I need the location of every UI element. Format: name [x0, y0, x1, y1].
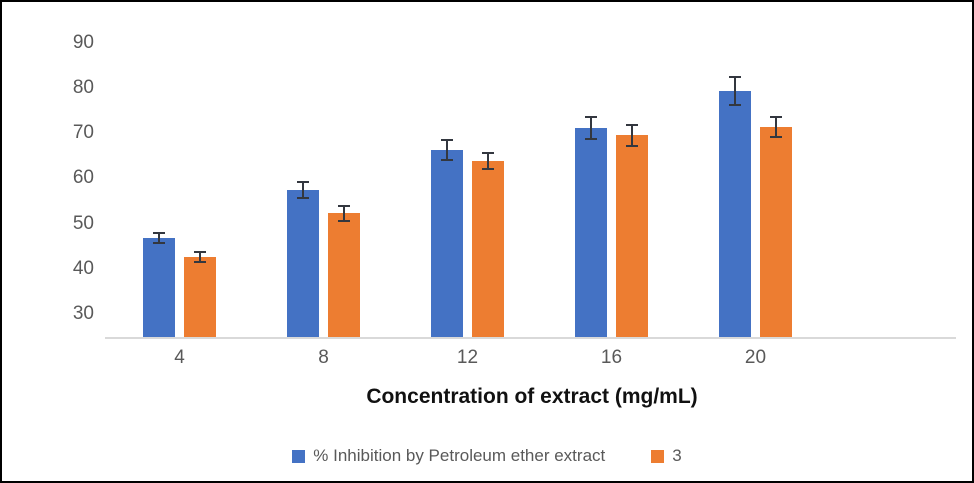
error-bar-cap: [338, 205, 350, 208]
y-axis-tick-label: 70: [72, 122, 94, 144]
error-bar-cap: [297, 180, 309, 183]
legend: % Inhibition by Petroleum ether extract 3: [2, 446, 972, 466]
x-axis-line: [105, 337, 956, 339]
bar-series-2-cat-8: [328, 213, 360, 337]
legend-item-series-2: 3: [651, 446, 682, 466]
x-axis-tick-label: 12: [456, 347, 479, 368]
bar-series-1-cat-16: [575, 128, 607, 337]
x-axis-title: Concentration of extract (mg/mL): [366, 385, 698, 408]
x-axis-tick-label: 4: [174, 347, 185, 368]
y-axis-tick-label: 80: [72, 76, 94, 98]
error-bar: [487, 153, 489, 170]
error-bar-cap: [153, 232, 165, 235]
error-bar-cap: [729, 103, 741, 106]
error-bar: [775, 117, 777, 138]
y-axis-tick-label: 90: [72, 31, 94, 53]
error-bar-cap: [729, 76, 741, 79]
error-bar-cap: [770, 136, 782, 139]
error-bar: [446, 140, 448, 161]
error-bar-cap: [297, 196, 309, 199]
error-bar: [734, 77, 736, 105]
error-bar-cap: [585, 116, 597, 119]
legend-swatch-icon: [292, 449, 306, 463]
bar-series-2-cat-4: [184, 256, 216, 337]
error-bar-cap: [626, 123, 638, 126]
x-axis-tick-label: 16: [600, 347, 623, 368]
error-bar-cap: [153, 242, 165, 245]
error-bar-cap: [194, 250, 206, 253]
error-bar: [302, 181, 304, 198]
error-bar-cap: [441, 139, 453, 142]
legend-item-series-1: % Inhibition by Petroleum ether extract: [292, 446, 605, 466]
bar-series-1-cat-12: [431, 150, 463, 337]
y-axis-tick-label: 50: [72, 212, 94, 234]
error-bar-cap: [338, 219, 350, 222]
bar-series-1-cat-4: [143, 238, 175, 337]
error-bar: [631, 124, 633, 146]
error-bar-cap: [770, 116, 782, 119]
y-axis-tick-label: 30: [72, 303, 94, 325]
bar-series-1-cat-8: [287, 189, 319, 337]
y-axis-tick-label: 40: [72, 258, 94, 280]
error-bar: [158, 233, 160, 244]
error-bar: [343, 206, 345, 221]
legend-label: % Inhibition by Petroleum ether extract: [313, 446, 606, 465]
legend-label: 3: [672, 446, 682, 465]
bar-series-2-cat-20: [760, 127, 792, 337]
legend-swatch-icon: [651, 449, 665, 463]
error-bar-cap: [482, 168, 494, 171]
error-bar-cap: [441, 159, 453, 162]
error-bar-cap: [585, 138, 597, 141]
bar-series-1-cat-20: [719, 91, 751, 337]
bar-series-2-cat-12: [472, 161, 504, 337]
error-bar: [590, 117, 592, 140]
bar-series-2-cat-16: [616, 135, 648, 337]
error-bar-cap: [482, 152, 494, 155]
error-bar-cap: [626, 144, 638, 147]
x-axis-tick-label: 8: [318, 347, 329, 368]
error-bar-cap: [194, 260, 206, 263]
x-axis-tick-label: 20: [744, 347, 767, 368]
y-axis-tick-label: 60: [72, 167, 94, 189]
error-bar: [199, 251, 201, 262]
